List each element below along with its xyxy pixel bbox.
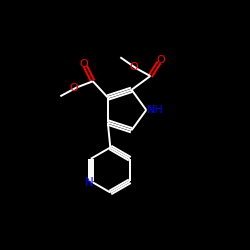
Text: O: O — [130, 62, 138, 72]
Text: O: O — [79, 59, 88, 69]
Text: O: O — [69, 82, 78, 92]
Text: NH: NH — [146, 105, 163, 115]
Text: O: O — [156, 55, 165, 65]
Text: N: N — [84, 176, 93, 189]
